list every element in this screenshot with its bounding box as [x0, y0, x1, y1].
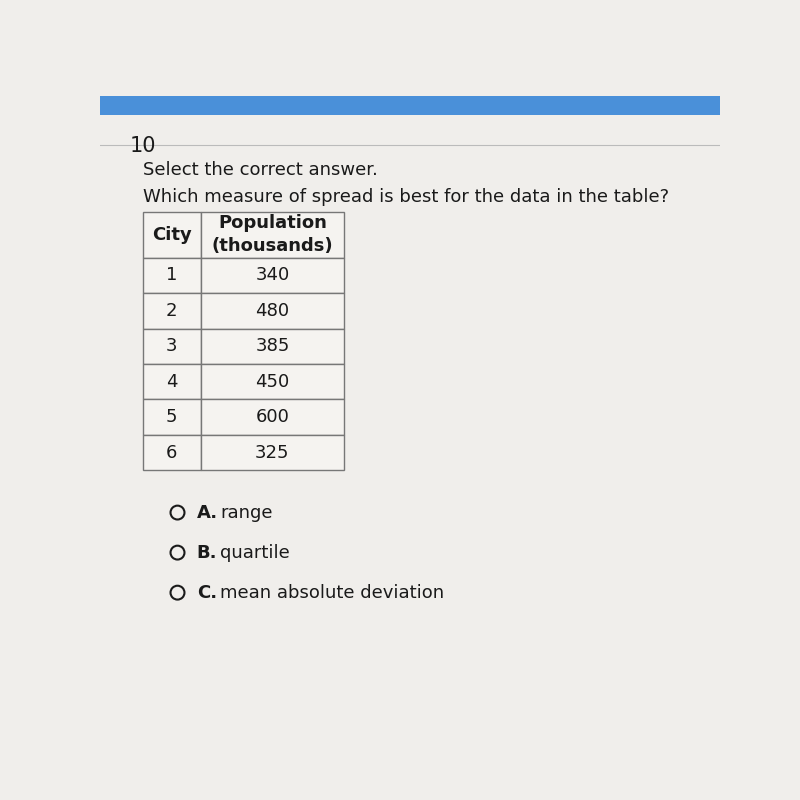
Text: City: City: [152, 226, 191, 243]
Text: 325: 325: [255, 443, 290, 462]
Text: Select the correct answer.: Select the correct answer.: [142, 162, 378, 179]
Text: 480: 480: [255, 302, 290, 320]
Bar: [142, 211, 201, 258]
Text: 600: 600: [255, 408, 290, 426]
Text: Which measure of spread is best for the data in the table?: Which measure of spread is best for the …: [142, 188, 669, 206]
Bar: [201, 258, 344, 293]
Bar: [142, 399, 201, 435]
Text: 385: 385: [255, 338, 290, 355]
Text: A.: A.: [197, 503, 218, 522]
Bar: [142, 435, 201, 470]
Text: 450: 450: [255, 373, 290, 390]
Text: Population
(thousands): Population (thousands): [212, 214, 334, 254]
Text: 6: 6: [166, 443, 178, 462]
Bar: [201, 399, 344, 435]
Bar: [100, 96, 720, 115]
Bar: [142, 329, 201, 364]
Bar: [142, 258, 201, 293]
Text: quartile: quartile: [220, 544, 290, 562]
Text: mean absolute deviation: mean absolute deviation: [220, 584, 444, 602]
Bar: [201, 435, 344, 470]
Bar: [201, 364, 344, 399]
Bar: [142, 293, 201, 329]
Text: 10: 10: [130, 136, 156, 156]
Text: B.: B.: [197, 544, 218, 562]
Text: 1: 1: [166, 266, 178, 285]
Text: 4: 4: [166, 373, 178, 390]
Bar: [201, 329, 344, 364]
Text: 2: 2: [166, 302, 178, 320]
Text: 3: 3: [166, 338, 178, 355]
Bar: [201, 211, 344, 258]
Text: range: range: [220, 503, 273, 522]
Text: C.: C.: [197, 584, 217, 602]
Bar: [201, 293, 344, 329]
Bar: [142, 364, 201, 399]
Text: 340: 340: [255, 266, 290, 285]
Text: 5: 5: [166, 408, 178, 426]
